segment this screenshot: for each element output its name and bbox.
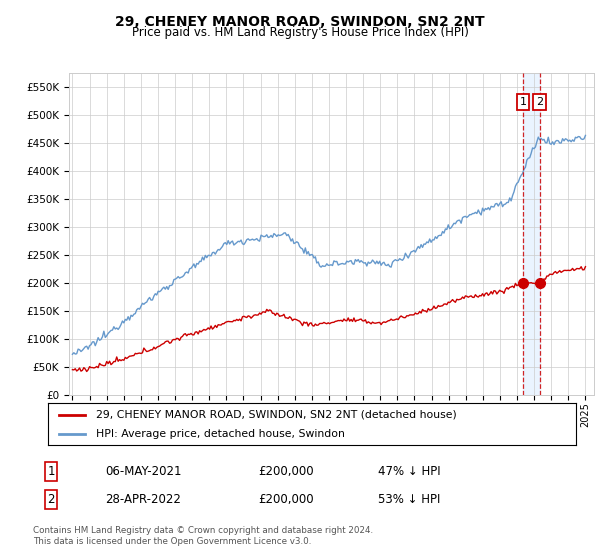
- Text: 29, CHENEY MANOR ROAD, SWINDON, SN2 2NT: 29, CHENEY MANOR ROAD, SWINDON, SN2 2NT: [115, 15, 485, 29]
- Text: 53% ↓ HPI: 53% ↓ HPI: [378, 493, 440, 506]
- Text: £200,000: £200,000: [258, 493, 314, 506]
- Text: 1: 1: [47, 465, 55, 478]
- Text: 29, CHENEY MANOR ROAD, SWINDON, SN2 2NT (detached house): 29, CHENEY MANOR ROAD, SWINDON, SN2 2NT …: [95, 409, 456, 419]
- Bar: [523, 73, 539, 395]
- Text: HPI: Average price, detached house, Swindon: HPI: Average price, detached house, Swin…: [95, 429, 344, 439]
- Text: 1: 1: [520, 97, 527, 107]
- Text: 47% ↓ HPI: 47% ↓ HPI: [378, 465, 440, 478]
- Text: 2: 2: [47, 493, 55, 506]
- Text: £200,000: £200,000: [258, 465, 314, 478]
- Text: 28-APR-2022: 28-APR-2022: [105, 493, 181, 506]
- Text: 2: 2: [536, 97, 543, 107]
- Text: Price paid vs. HM Land Registry's House Price Index (HPI): Price paid vs. HM Land Registry's House …: [131, 26, 469, 39]
- Text: 06-MAY-2021: 06-MAY-2021: [105, 465, 182, 478]
- Text: Contains HM Land Registry data © Crown copyright and database right 2024.
This d: Contains HM Land Registry data © Crown c…: [33, 526, 373, 546]
